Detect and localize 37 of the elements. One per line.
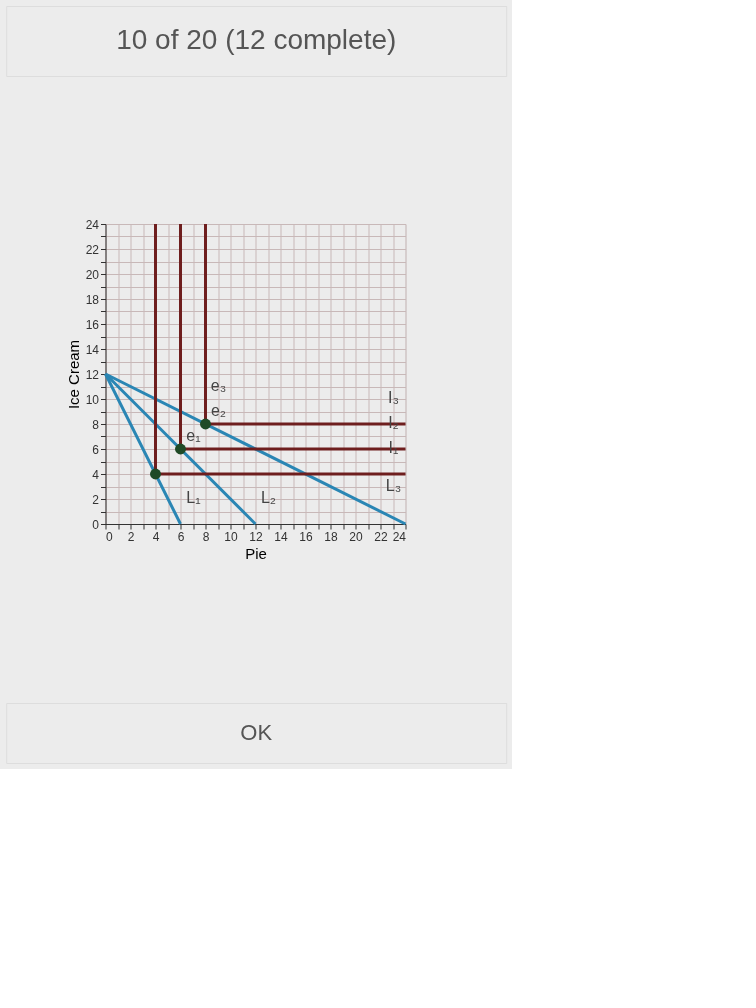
y-tick-label: 14 <box>85 342 100 357</box>
y-tick-label: 18 <box>85 292 100 307</box>
x-tick-label: 2 <box>127 529 135 544</box>
y-tick-label: 16 <box>85 317 100 332</box>
x-tick-label: 20 <box>349 529 363 544</box>
x-tick-label: 18 <box>324 529 338 544</box>
y-tick-label: 4 <box>92 467 100 482</box>
annotation: e₁ <box>186 427 201 444</box>
annotation: L₃ <box>385 476 402 494</box>
x-tick-label: 0 <box>106 529 113 544</box>
y-tick-label: 8 <box>92 417 100 432</box>
annotation: L₁ <box>186 489 201 506</box>
y-tick-label: 0 <box>92 517 100 532</box>
y-tick-label: 12 <box>85 367 100 382</box>
y-tick-label: 2 <box>92 492 100 507</box>
annotation: I₃ <box>388 389 399 406</box>
x-tick-label: 12 <box>249 529 263 544</box>
x-tick-label: 24 <box>392 529 407 544</box>
y-tick-label: 24 <box>85 217 100 232</box>
x-tick-label: 6 <box>177 529 185 544</box>
x-tick-label: 14 <box>274 529 288 544</box>
y-tick-label: 22 <box>85 242 100 257</box>
x-axis-title: Pie <box>245 544 267 562</box>
y-tick-label: 6 <box>92 442 100 457</box>
x-tick-label: 10 <box>224 529 238 544</box>
x-tick-label: 16 <box>299 529 313 544</box>
annotation: e₃ <box>210 376 227 394</box>
text: 10 of 20 (12 complete) <box>116 24 397 55</box>
annotation: e₂ <box>210 402 227 419</box>
annotation: L₂ <box>260 489 277 506</box>
text: OK <box>240 720 273 745</box>
x-tick-label: 8 <box>202 529 210 544</box>
x-tick-label: 4 <box>152 529 160 544</box>
y-axis-title: Ice Cream <box>64 339 82 410</box>
y-tick-label: 10 <box>85 392 100 407</box>
x-tick-label: 22 <box>374 529 388 544</box>
y-tick-label: 20 <box>85 267 100 282</box>
